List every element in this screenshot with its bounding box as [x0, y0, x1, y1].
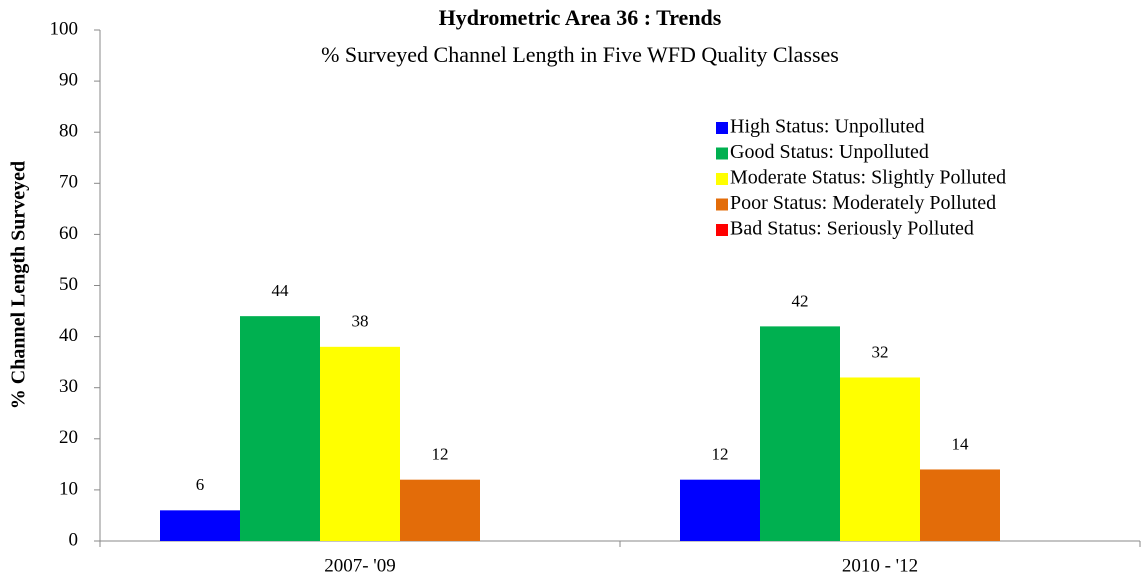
- legend-label: Bad Status: Seriously Polluted: [730, 218, 974, 240]
- data-label: 44: [272, 281, 290, 300]
- legend-label: Poor Status: Moderately Polluted: [730, 192, 996, 214]
- chart-title: Hydrometric Area 36 : Trends: [439, 5, 722, 30]
- y-tick-label: 70: [59, 172, 78, 193]
- legend-label: High Status: Unpolluted: [730, 116, 924, 138]
- bar: [840, 377, 920, 541]
- bar: [680, 479, 760, 541]
- y-tick-label: 40: [59, 325, 78, 346]
- bar: [160, 510, 240, 541]
- bar: [920, 469, 1000, 541]
- bar: [240, 316, 320, 541]
- data-label: 42: [792, 291, 809, 310]
- legend-swatch: [716, 147, 728, 160]
- y-tick-label: 0: [69, 529, 79, 550]
- y-tick-label: 80: [59, 121, 78, 142]
- y-tick-label: 10: [59, 478, 78, 499]
- x-tick-label: 2007- '09: [324, 555, 396, 576]
- legend-swatch: [716, 173, 728, 185]
- legend-swatch: [716, 198, 728, 211]
- y-tick-label: 60: [59, 223, 78, 244]
- y-tick-label: 30: [59, 376, 78, 397]
- bar: [320, 346, 400, 541]
- y-tick-label: 100: [50, 18, 79, 39]
- data-label: 12: [432, 445, 449, 464]
- data-label: 14: [952, 434, 970, 453]
- legend-label: Moderate Status: Slightly Polluted: [730, 167, 1006, 189]
- bar: [400, 479, 480, 541]
- legend-label: Good Status: Unpolluted: [730, 141, 929, 163]
- legend-swatch: [716, 122, 728, 134]
- data-label: 38: [352, 312, 369, 331]
- y-tick-label: 20: [59, 427, 78, 448]
- y-tick-label: 90: [59, 69, 78, 90]
- data-label: 32: [872, 342, 889, 361]
- y-tick-label: 50: [59, 274, 78, 295]
- bar: [760, 326, 840, 541]
- data-label: 6: [196, 475, 205, 494]
- chart-subtitle: % Surveyed Channel Length in Five WFD Qu…: [321, 42, 839, 67]
- x-tick-label: 2010 - '12: [842, 555, 918, 576]
- data-label: 12: [712, 445, 729, 464]
- y-axis-label: % Channel Length Surveyed: [8, 161, 30, 409]
- legend-swatch: [716, 224, 728, 236]
